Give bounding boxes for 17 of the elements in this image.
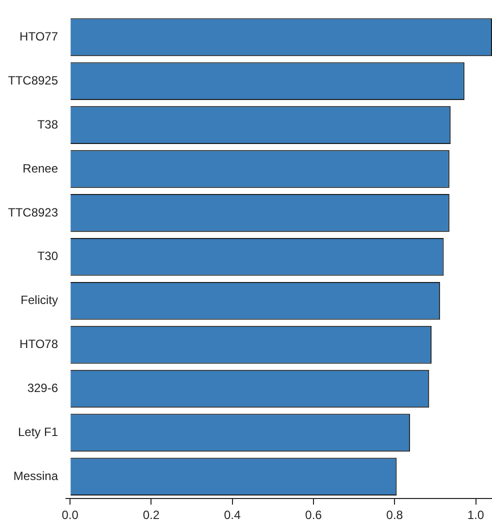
x-tick-label: 0.6 [305, 508, 322, 522]
y-tick-label: TTC8925 [8, 73, 58, 88]
y-tick-label: TTC8923 [8, 205, 58, 220]
x-tick-label: 0.2 [142, 508, 160, 522]
x-tick-label: 0.4 [224, 508, 242, 522]
x-tick-label: 0.0 [62, 508, 79, 522]
y-tick-label: 329-6 [27, 381, 58, 396]
y-tick-label: Felicity [20, 293, 58, 308]
x-tick-label: 0.8 [386, 508, 404, 522]
y-tick-label: Renee [22, 161, 58, 176]
y-tick-label: Lety F1 [18, 424, 58, 439]
y-tick-label: HTO78 [20, 337, 58, 352]
y-tick-label: Messina [13, 468, 58, 483]
y-tick-label: T30 [37, 249, 58, 264]
y-tick-label: T38 [37, 117, 58, 132]
y-tick-label: HTO77 [20, 29, 58, 44]
x-tick-label: 1.0 [467, 508, 484, 522]
